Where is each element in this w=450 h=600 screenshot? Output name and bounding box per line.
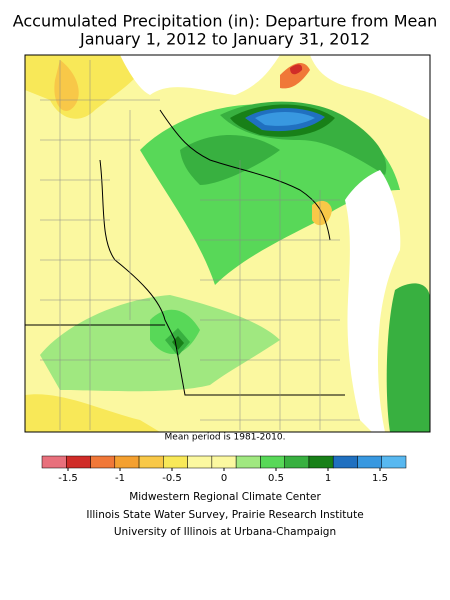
credit: Illinois State Water Survey, Prairie Res…: [86, 509, 363, 521]
note: Mean period is 1981-2010.: [165, 433, 286, 443]
colorbar: -1.5 -1 -0.5 0 0.5 1 1.5: [41, 455, 407, 484]
color-swatch: [332, 455, 358, 469]
color-swatch: [381, 455, 407, 469]
color-swatch: [90, 455, 116, 469]
credit: University of Illinois at Urbana-Champai…: [114, 526, 336, 538]
color-swatch: [187, 455, 213, 469]
title: Accumulated Precipitation (in): Departur…: [13, 12, 438, 31]
tick-label: -1: [115, 473, 125, 484]
color-swatch: [114, 455, 140, 469]
color-swatch: [138, 455, 164, 469]
color-swatch: [66, 455, 91, 469]
color-swatch: [41, 455, 67, 469]
color-swatch: [284, 455, 310, 469]
subtitle: January 1, 2012 to January 31, 2012: [79, 30, 370, 49]
tick-label: 0.5: [268, 473, 284, 484]
color-swatch: [357, 455, 382, 469]
map: [24, 54, 431, 433]
tick-label: -0.5: [162, 473, 182, 484]
tick-label: 1.5: [372, 473, 388, 484]
tick-label: -1.5: [58, 473, 78, 484]
tick-label: 0: [221, 473, 227, 484]
color-swatch: [211, 455, 237, 469]
color-swatch: [163, 455, 188, 469]
credit: Midwestern Regional Climate Center: [129, 491, 321, 503]
color-swatch: [260, 455, 285, 469]
color-swatch: [308, 455, 334, 469]
tick-label: 1: [325, 473, 331, 484]
color-swatch: [235, 455, 261, 469]
